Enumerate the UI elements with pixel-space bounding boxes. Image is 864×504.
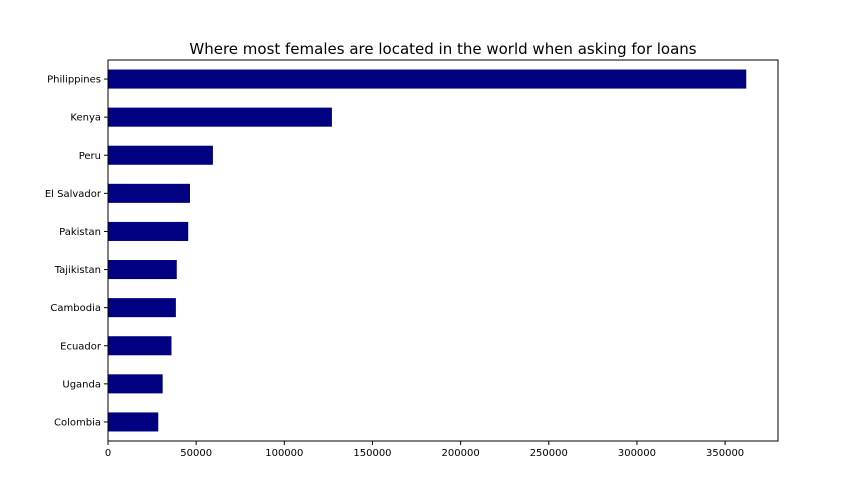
- bar-ecuador: [108, 336, 172, 356]
- y-tick-label: El Salvador: [45, 189, 102, 200]
- y-tick-label: Peru: [79, 151, 101, 162]
- x-tick-label: 200000: [442, 448, 480, 459]
- chart-title: Where most females are located in the wo…: [189, 40, 696, 58]
- y-tick-label: Kenya: [70, 113, 101, 124]
- y-tick-label: Philippines: [47, 75, 101, 86]
- bar-colombia: [108, 412, 159, 432]
- bar-el-salvador: [108, 183, 190, 203]
- x-axis-ticks: 0 50000 100000 150000 200000 250000 300000 3500…: [105, 441, 744, 459]
- bar-peru: [108, 145, 213, 165]
- bar-uganda: [108, 374, 163, 394]
- x-tick-label: 0: [105, 448, 111, 459]
- x-tick-label: 250000: [530, 448, 568, 459]
- plot-frame: [107, 59, 779, 442]
- y-tick-label: Uganda: [62, 379, 101, 390]
- x-tick-label: 50000: [180, 448, 212, 459]
- x-tick-label: 100000: [265, 448, 303, 459]
- bar-cambodia: [108, 298, 176, 318]
- y-tick-label: Colombia: [54, 417, 101, 428]
- bar-philippines: [108, 69, 747, 89]
- y-tick-label: Pakistan: [59, 227, 101, 238]
- bar-pakistan: [108, 221, 189, 241]
- bar-tajikistan: [108, 260, 177, 280]
- y-tick-label: Ecuador: [60, 341, 102, 352]
- bar-kenya: [108, 107, 332, 127]
- x-tick-label: 350000: [706, 448, 744, 459]
- bars-group: [108, 69, 747, 432]
- x-tick-label: 300000: [618, 448, 656, 459]
- y-axis-ticks: Philippines Kenya Peru El Salvador Pakistan T…: [45, 75, 108, 428]
- y-tick-label: Cambodia: [50, 303, 101, 314]
- y-tick-label: Tajikistan: [54, 265, 101, 276]
- x-tick-label: 150000: [353, 448, 391, 459]
